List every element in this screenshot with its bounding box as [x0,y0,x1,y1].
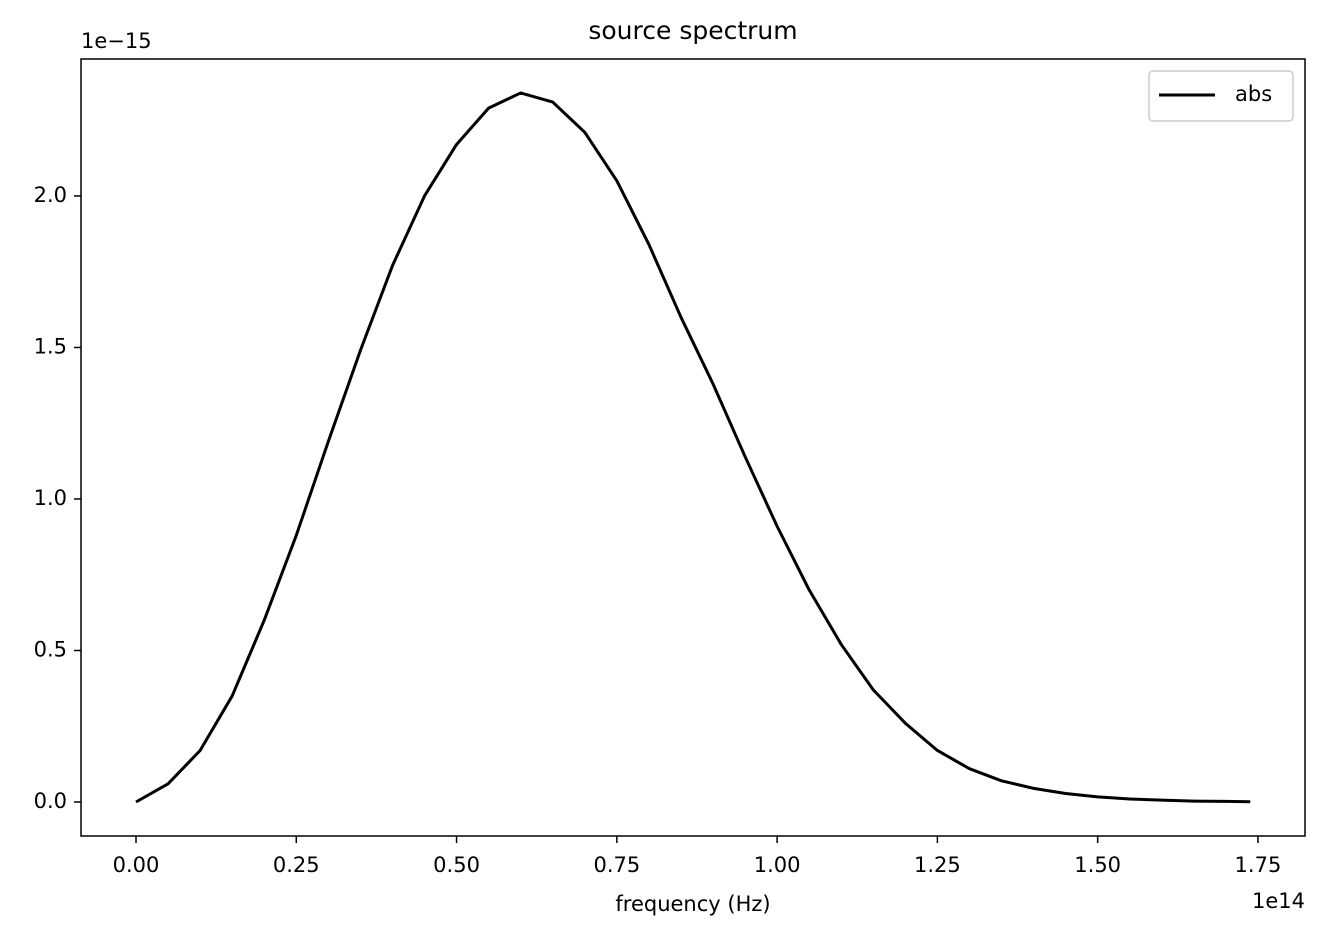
chart-title: source spectrum [588,16,797,45]
y-tick-label: 1.5 [34,334,67,358]
plot-frame [80,58,1306,837]
y-tick-label: 1.0 [34,486,67,510]
line-series [135,91,1251,804]
x-tick-label: 1.50 [1074,853,1121,877]
x-tick-label: 1.75 [1235,853,1282,877]
y-offset-label: 1e−15 [81,29,152,53]
x-tick-label: 0.75 [593,853,640,877]
x-offset-label: 1e14 [1252,889,1305,913]
x-tick-label: 0.50 [433,853,480,877]
y-tick-label: 0.0 [34,789,67,813]
legend-box [1148,70,1294,122]
y-tick-label: 0.5 [34,637,67,661]
x-tick-label: 1.25 [914,853,961,877]
y-tick-label: 2.0 [34,183,67,207]
legend-label: abs [1235,82,1272,106]
x-tick-label: 0.25 [273,853,320,877]
x-axis-label: frequency (Hz) [615,892,770,916]
x-tick-label: 0.00 [113,853,160,877]
x-tick-label: 1.00 [754,853,801,877]
